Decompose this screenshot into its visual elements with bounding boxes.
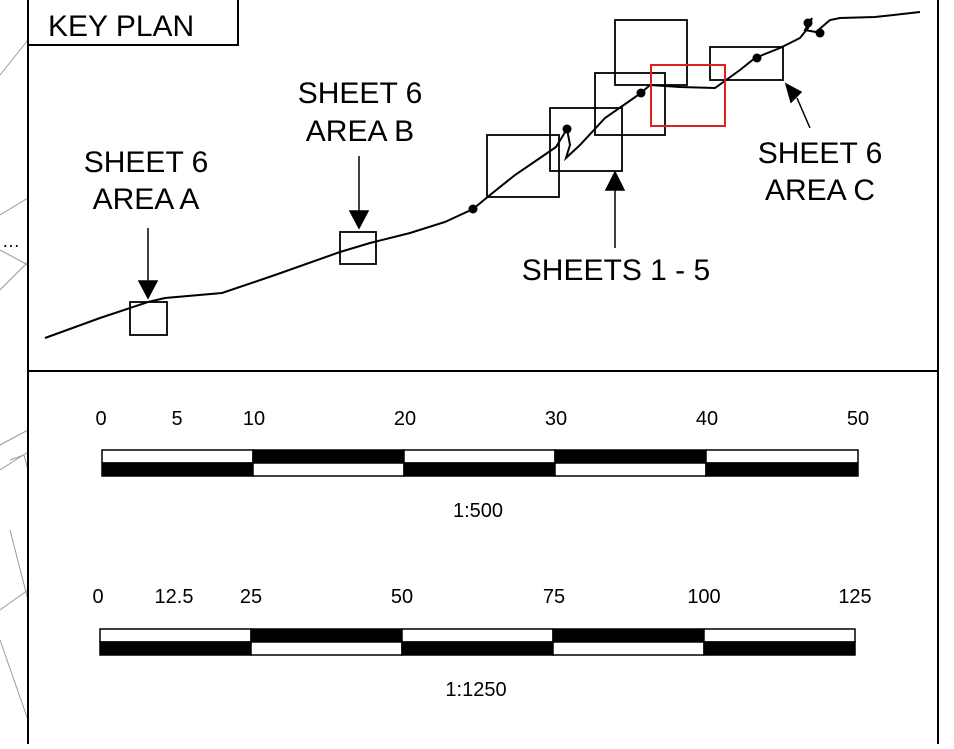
scale-bar-500: 0 5 10 20 30 40 50 1:500 [95, 408, 869, 522]
route-node [636, 88, 646, 98]
key-plan-title: KEY PLAN [48, 10, 194, 43]
sheet-box-2 [549, 107, 623, 172]
label-sheets-1-5: SHEETS 1 - 5 [522, 254, 710, 287]
scale-1250-tick-0: 0 [92, 586, 103, 608]
arrow-area-a-head [137, 280, 159, 300]
arrow-sheets-head [604, 170, 626, 191]
arrow-area-c-head [784, 82, 803, 104]
scale-500-seg [554, 462, 707, 477]
label-area-a-line2: AREA A [93, 183, 200, 216]
scale-500-caption: 1:500 [453, 500, 503, 522]
leader-arrows [137, 82, 811, 300]
background-map-lines [0, 39, 29, 721]
sheet-box-1 [486, 134, 560, 198]
scale-1250-tick-1: 12.5 [155, 586, 194, 608]
scale-500-seg [101, 449, 254, 464]
scale-500-tick-5: 40 [696, 408, 718, 430]
route-node [803, 18, 813, 28]
label-area-b-line2: AREA B [306, 115, 414, 148]
scale-1250-seg [401, 641, 554, 656]
scale-bar-500-segments [101, 449, 859, 477]
scale-1250-seg [99, 628, 252, 643]
scale-500-tick-4: 30 [545, 408, 567, 430]
scale-500-seg [403, 449, 556, 464]
scale-500-tick-6: 50 [847, 408, 869, 430]
label-area-a: SHEET 6 AREA A [84, 146, 209, 216]
scale-1250-tick-5: 100 [687, 586, 720, 608]
scale-bar-1250-ticks: 0 12.5 25 50 75 100 125 [92, 586, 871, 608]
scale-bar-1250: 0 12.5 25 50 75 100 125 1:1250 [92, 586, 871, 701]
arrow-area-c-shaft [796, 97, 811, 129]
route-nodes [468, 18, 825, 214]
label-area-b-line1: SHEET 6 [298, 77, 423, 110]
scale-500-seg [403, 462, 556, 477]
scale-1250-seg [99, 641, 252, 656]
scale-1250-seg [552, 641, 705, 656]
area-b-box [339, 231, 377, 265]
label-area-c-line2: AREA C [765, 174, 875, 207]
scale-bar-1250-segments [99, 628, 856, 656]
label-area-b: SHEET 6 AREA B [298, 77, 423, 148]
scale-bar-500-ticks: 0 5 10 20 30 40 50 [95, 408, 869, 430]
scale-1250-seg [703, 641, 856, 656]
scale-1250-seg [250, 628, 403, 643]
scale-1250-tick-2: 25 [240, 586, 262, 608]
background-ellipsis: … [2, 231, 20, 251]
scale-1250-seg [703, 628, 856, 643]
sheet-box-3 [594, 72, 666, 136]
route-node [752, 53, 762, 63]
scale-500-tick-2: 10 [243, 408, 265, 430]
area-c-box [709, 46, 784, 81]
label-area-c-line1: SHEET 6 [758, 137, 883, 170]
scale-500-seg [252, 449, 405, 464]
label-area-a-line1: SHEET 6 [84, 146, 209, 179]
scale-500-seg [705, 462, 859, 477]
scale-1250-tick-6: 125 [838, 586, 871, 608]
label-area-c: SHEET 6 AREA C [758, 137, 883, 207]
area-a-box [129, 301, 168, 336]
scale-1250-seg [250, 641, 403, 656]
scale-1250-seg [552, 628, 705, 643]
scale-1250-tick-3: 50 [391, 586, 413, 608]
scale-500-tick-0: 0 [95, 408, 106, 430]
scale-1250-tick-4: 75 [543, 586, 565, 608]
scale-1250-caption: 1:1250 [445, 679, 506, 701]
route-node [815, 28, 825, 38]
scale-500-seg [554, 449, 707, 464]
scale-500-tick-1: 5 [171, 408, 182, 430]
scale-500-seg [705, 449, 859, 464]
scale-1250-seg [401, 628, 554, 643]
scale-500-seg [101, 462, 254, 477]
scale-500-tick-3: 20 [394, 408, 416, 430]
route-node [562, 124, 572, 134]
highlighted-sheet-box [650, 64, 726, 127]
arrow-area-b-head [348, 210, 370, 230]
title-box [27, 0, 239, 46]
sheet-boxes [129, 19, 784, 336]
scale-500-seg [252, 462, 405, 477]
route-node [468, 204, 478, 214]
